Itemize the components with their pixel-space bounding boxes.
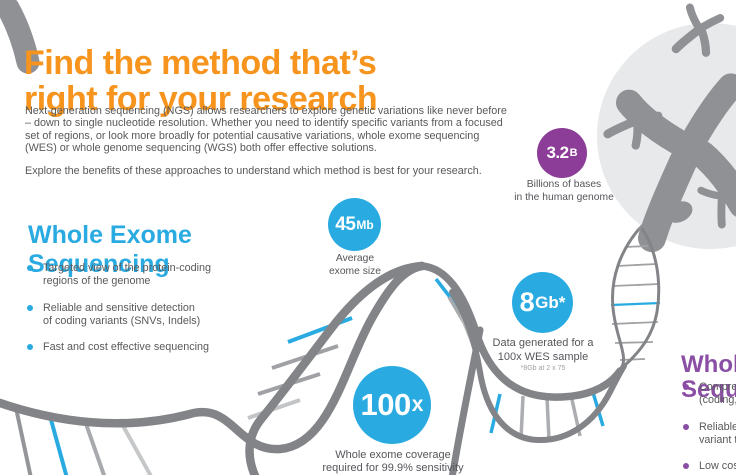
stat-value: 3.2	[546, 143, 569, 162]
wes-bullet-text: Reliable and sensitive detection of codi…	[43, 302, 201, 327]
stat-circle-wes-data: 8 Gb*	[512, 272, 573, 333]
stat-value: 8	[519, 287, 535, 317]
stat-caption-wes-data: Data generated for a 100x WES sample	[492, 337, 594, 363]
wgs-bullet-item: Comprehensive view of the genome (coding…	[681, 381, 736, 406]
intro-paragraph-2: Explore the benefits of these approaches…	[25, 164, 482, 177]
bullet-dot-icon	[27, 265, 33, 271]
bullet-dot-icon	[27, 305, 33, 311]
wes-section-heading: Whole Exome Sequencing	[28, 220, 192, 278]
wes-bullet-text: Fast and cost effective sequencing	[43, 341, 210, 353]
wgs-section-heading: Whole Genome Sequencing	[681, 350, 736, 403]
stat-unit: B	[569, 147, 578, 159]
stat-circle-wes-coverage: 100 x	[353, 366, 431, 444]
bullet-dot-icon	[683, 463, 689, 469]
stat-value: 100	[360, 387, 412, 422]
wgs-bullet-text: Low cost per Gb of data	[699, 460, 736, 472]
intro-paragraph-1: Next-generation sequencing (NGS) allows …	[25, 104, 507, 155]
highlight-rung	[610, 301, 661, 307]
stat-caption-wes-coverage: Whole exome coverage required for 99.9% …	[322, 449, 464, 474]
stat-caption-genome-bases: Billions of bases in the human genome	[514, 179, 614, 203]
bullet-dot-icon	[27, 344, 33, 350]
bullet-dot-icon	[683, 424, 689, 430]
stat-caption-exome-size: Average exome size	[328, 253, 382, 277]
stat-footnote-wes-data: *8Gb at 2 x 75	[520, 365, 566, 372]
wgs-bullet-text: Reliable and sensitive detection of vari…	[699, 421, 736, 446]
wgs-bullet-item: Reliable and sensitive detection of vari…	[681, 421, 736, 446]
wes-bullet-item: Reliable and sensitive detection of codi…	[25, 302, 200, 327]
wgs-bullet-text: Comprehensive view of the genome (coding…	[699, 381, 736, 406]
wes-bullet-item: Targeted view of the protein-coding regi…	[25, 262, 211, 287]
stat-value: 45	[335, 213, 356, 235]
page-title: Find the method that’s right for your re…	[24, 43, 378, 118]
highlight-rung	[48, 415, 69, 475]
chromosome-icon-large	[615, 73, 736, 253]
stat-unit: x	[411, 393, 424, 416]
bullet-dot-icon	[683, 384, 689, 390]
stat-unit: Gb*	[535, 292, 566, 312]
stat-circle-genome-bases: 3.2 B	[537, 128, 587, 178]
stat-circle-exome-size: 45 Mb	[328, 198, 381, 251]
wgs-bullet-item: Low cost per Gb of data	[681, 460, 736, 473]
chromosome-icon	[0, 0, 40, 74]
stat-unit: Mb	[356, 217, 374, 232]
wes-bullet-item: Fast and cost effective sequencing	[25, 341, 209, 354]
wes-bullet-text: Targeted view of the protein-coding regi…	[43, 262, 212, 287]
helix-strands	[0, 209, 670, 475]
